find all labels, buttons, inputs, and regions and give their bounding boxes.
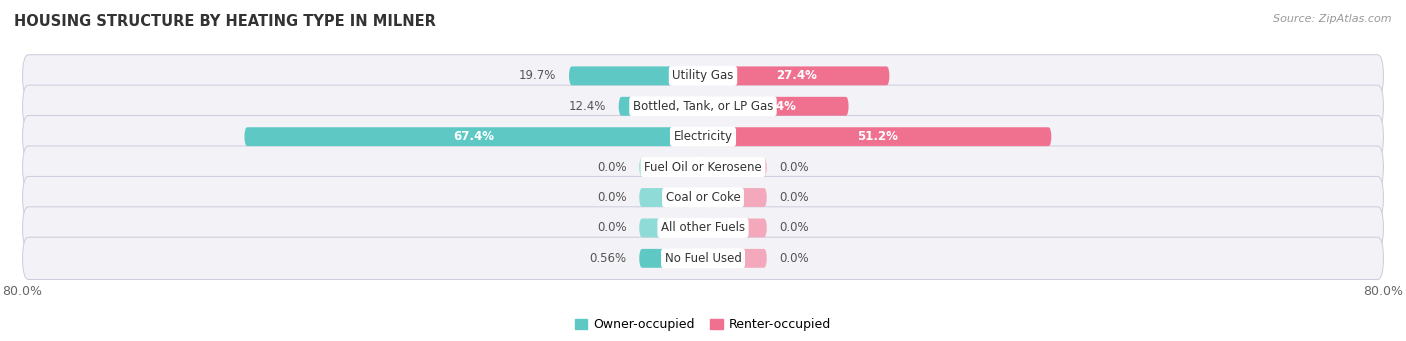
- Text: Coal or Coke: Coal or Coke: [665, 191, 741, 204]
- Text: 67.4%: 67.4%: [453, 130, 494, 143]
- Legend: Owner-occupied, Renter-occupied: Owner-occupied, Renter-occupied: [569, 313, 837, 336]
- Text: 12.4%: 12.4%: [568, 100, 606, 113]
- Text: 0.0%: 0.0%: [596, 191, 627, 204]
- Text: All other Fuels: All other Fuels: [661, 221, 745, 234]
- Text: 19.7%: 19.7%: [519, 69, 557, 82]
- FancyBboxPatch shape: [22, 55, 1384, 97]
- FancyBboxPatch shape: [640, 219, 703, 237]
- FancyBboxPatch shape: [703, 219, 766, 237]
- FancyBboxPatch shape: [703, 158, 766, 177]
- Text: Electricity: Electricity: [673, 130, 733, 143]
- FancyBboxPatch shape: [703, 249, 766, 268]
- FancyBboxPatch shape: [703, 188, 766, 207]
- Text: Source: ZipAtlas.com: Source: ZipAtlas.com: [1274, 14, 1392, 24]
- FancyBboxPatch shape: [22, 176, 1384, 219]
- Text: Utility Gas: Utility Gas: [672, 69, 734, 82]
- Text: 21.4%: 21.4%: [755, 100, 796, 113]
- FancyBboxPatch shape: [22, 85, 1384, 128]
- Text: No Fuel Used: No Fuel Used: [665, 252, 741, 265]
- Text: 27.4%: 27.4%: [776, 69, 817, 82]
- Text: 0.0%: 0.0%: [779, 191, 810, 204]
- FancyBboxPatch shape: [22, 237, 1384, 280]
- FancyBboxPatch shape: [22, 116, 1384, 158]
- FancyBboxPatch shape: [703, 127, 1052, 146]
- Text: 0.0%: 0.0%: [779, 161, 810, 174]
- Text: 51.2%: 51.2%: [856, 130, 897, 143]
- FancyBboxPatch shape: [245, 127, 703, 146]
- FancyBboxPatch shape: [640, 249, 703, 268]
- Text: 0.0%: 0.0%: [779, 252, 810, 265]
- Text: 0.56%: 0.56%: [589, 252, 627, 265]
- Text: 0.0%: 0.0%: [779, 221, 810, 234]
- FancyBboxPatch shape: [619, 97, 703, 116]
- FancyBboxPatch shape: [703, 66, 890, 85]
- Text: 0.0%: 0.0%: [596, 221, 627, 234]
- FancyBboxPatch shape: [640, 158, 703, 177]
- Text: 0.0%: 0.0%: [596, 161, 627, 174]
- Text: HOUSING STRUCTURE BY HEATING TYPE IN MILNER: HOUSING STRUCTURE BY HEATING TYPE IN MIL…: [14, 14, 436, 29]
- FancyBboxPatch shape: [22, 146, 1384, 188]
- Text: Fuel Oil or Kerosene: Fuel Oil or Kerosene: [644, 161, 762, 174]
- FancyBboxPatch shape: [569, 66, 703, 85]
- FancyBboxPatch shape: [703, 97, 849, 116]
- Text: Bottled, Tank, or LP Gas: Bottled, Tank, or LP Gas: [633, 100, 773, 113]
- FancyBboxPatch shape: [640, 188, 703, 207]
- FancyBboxPatch shape: [22, 207, 1384, 249]
